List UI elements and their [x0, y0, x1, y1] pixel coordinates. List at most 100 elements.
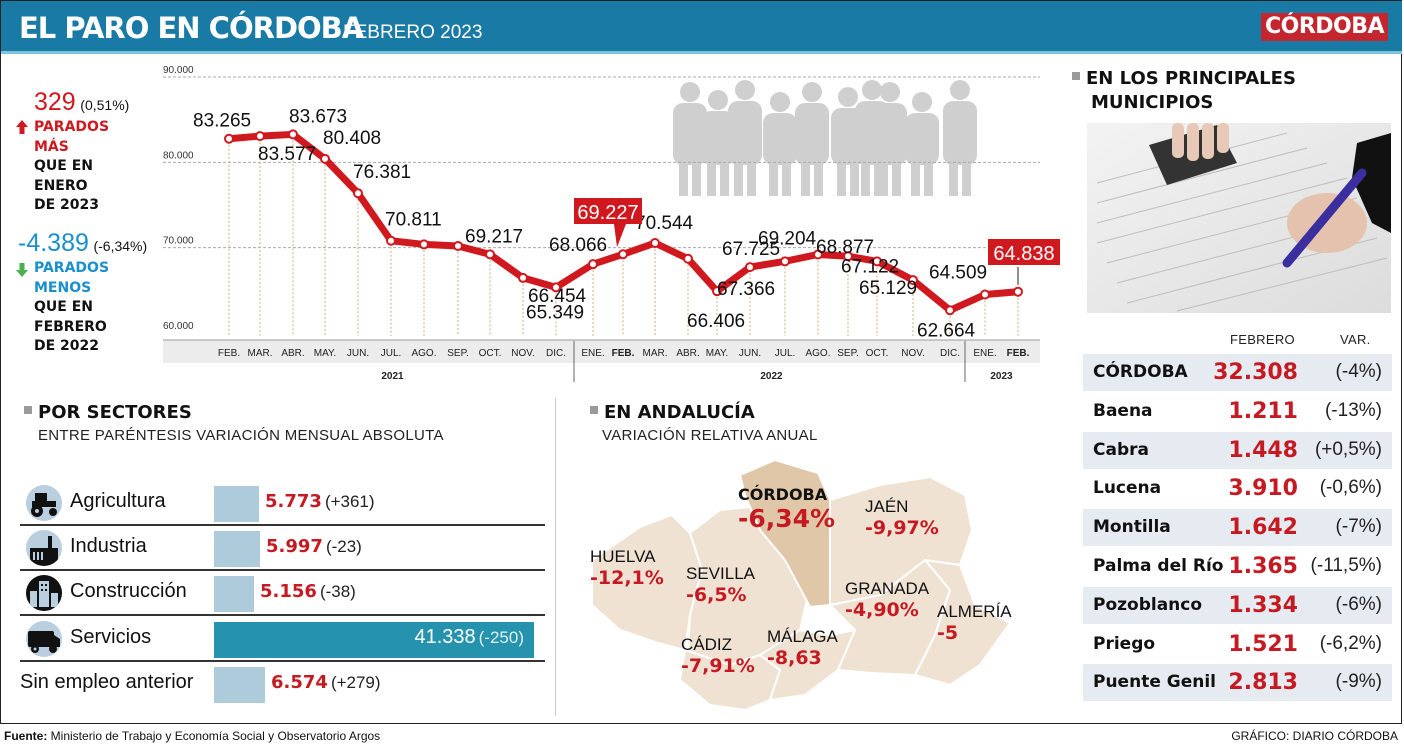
sector-value: 5.773 (+361) — [265, 491, 375, 512]
x-tick-label: FEB. — [612, 348, 635, 359]
municipio-name: Baena — [1093, 400, 1153, 421]
sectores-title-text: POR SECTORES — [38, 402, 192, 423]
province-name: HUELVA — [590, 547, 656, 566]
source-note: Fuente: Ministerio de Trabajo y Economía… — [4, 729, 380, 743]
data-point — [386, 235, 396, 246]
y-tick-label: 60.000 — [163, 321, 194, 332]
x-tick-label: SEP. — [837, 348, 859, 359]
sector-value: 5.997 (-23) — [266, 536, 362, 557]
col-var: VAR. — [1340, 332, 1371, 347]
x-tick-label: SEP. — [447, 348, 469, 359]
kpi-monthly-line2: MÁS — [34, 138, 69, 155]
kpi-annual-text: PARADOS MENOS QUE EN FEBRERO DE 2022 — [34, 259, 109, 357]
highlight-value: 64.838 — [993, 243, 1054, 265]
andalucia-map — [591, 458, 1012, 712]
data-point — [745, 262, 755, 273]
municipio-row: Palma del Río 1.365 (-11,5%) — [1083, 548, 1392, 585]
highlight-label: 64.838 — [988, 239, 1060, 285]
province-cordoba — [738, 458, 831, 609]
data-label: 83.265 — [193, 111, 251, 132]
province-name: SEVILLA — [686, 564, 755, 583]
data-point — [1013, 286, 1023, 297]
kpi-annual-line3: QUE EN — [34, 299, 93, 315]
kpi-annual-line1: PARADOS — [34, 260, 110, 276]
province-value: -8,63 — [767, 647, 822, 669]
data-label: 69.204 — [758, 228, 817, 249]
data-point — [813, 249, 823, 260]
x-tick-label: OCT. — [479, 348, 502, 359]
kpi-annual-pct: (-6,34%) — [93, 238, 148, 254]
province-label: SEVILLA -6,5% — [686, 564, 755, 606]
x-tick-label: MAR. — [248, 348, 273, 359]
province-label: ALMERÍA -5 — [937, 602, 1012, 644]
x-tick-label: NOV. — [511, 348, 535, 359]
kpi-annual-line5: DE 2022 — [34, 338, 100, 354]
province-value: -6,5% — [686, 584, 747, 606]
x-tick-label: JUN. — [347, 348, 369, 359]
municipio-variation: (+0,5%) — [1314, 438, 1382, 460]
province-name: ALMERÍA — [937, 602, 1012, 621]
data-label: 76.381 — [353, 162, 411, 183]
sector-row: Servicios 41.338 (-250) — [20, 616, 545, 662]
data-label: 68.066 — [549, 235, 607, 256]
municipio-variation: (-7%) — [1335, 516, 1382, 538]
sector-value-number: 5.997 — [266, 536, 323, 557]
municipio-row: Puente Genil 2.813 (-9%) — [1083, 664, 1392, 702]
data-point — [320, 153, 330, 164]
data-point — [288, 129, 298, 140]
data-label: 65.349 — [526, 302, 584, 323]
divider — [555, 398, 556, 716]
x-tick-label: NOV. — [901, 348, 925, 359]
sector-value-number: 6.574 — [271, 672, 328, 693]
municipio-value: 1.211 — [1228, 398, 1298, 424]
sector-value: 41.338 (-250) — [214, 626, 524, 649]
buildings-icon — [26, 575, 62, 611]
person-silhouette-icon — [728, 80, 762, 196]
data-label: 70.544 — [635, 213, 694, 234]
sector-row: Industria 5.997 (-23) — [20, 525, 545, 571]
municipios-title-line1: EN LOS PRINCIPALES — [1086, 68, 1296, 89]
sectores-title: POR SECTORES — [24, 402, 192, 423]
kpi-monthly-line3: QUE EN — [34, 158, 93, 174]
sector-bar — [214, 667, 265, 703]
truck-icon — [26, 621, 62, 657]
highlight-labels: 69.227 64.838 — [574, 198, 1060, 285]
x-tick-label: FEB. — [218, 348, 240, 359]
province-almeria — [913, 558, 1012, 687]
x-tick-label: MAR. — [643, 348, 668, 359]
person-silhouette-icon — [701, 90, 735, 196]
municipio-name: Cabra — [1093, 439, 1149, 460]
newspaper-photo — [1087, 123, 1391, 313]
data-point — [683, 253, 693, 264]
municipio-row: Baena 1.211 (-13%) — [1083, 393, 1392, 430]
data-point — [224, 133, 234, 144]
andalucia-title-text: EN ANDALUCÍA — [604, 402, 755, 423]
x-tick-label: DIC. — [940, 348, 960, 359]
people-silhouettes — [673, 80, 977, 196]
data-point — [353, 188, 363, 199]
data-point — [618, 249, 628, 260]
province-label: CÁDIZ -7,91% — [681, 635, 755, 677]
sector-name: Agricultura — [70, 490, 166, 512]
x-tick-label: JUL. — [381, 348, 402, 359]
kpi-annual: -4.389 (-6,34%) — [18, 229, 147, 258]
factory-icon — [26, 530, 62, 566]
x-tick-label: JUN. — [739, 348, 761, 359]
x-tick-label: AGO. — [411, 348, 436, 359]
province-name: CÓRDOBA — [738, 485, 828, 504]
data-label: 64.509 — [929, 263, 987, 284]
kpi-monthly-value: 329 — [34, 88, 76, 116]
person-silhouette-icon — [795, 82, 829, 196]
municipio-variation: (-6%) — [1335, 593, 1382, 615]
municipio-row: Montilla 1.642 (-7%) — [1083, 509, 1392, 547]
data-point — [588, 259, 598, 270]
sector-value-number: 5.156 — [260, 581, 317, 602]
sector-variation: (-250) — [478, 628, 524, 647]
sector-row: Construcción 5.156 (-38) — [20, 570, 545, 616]
municipio-name: Palma del Río — [1093, 556, 1224, 576]
brand-logo: CÓRDOBA — [1261, 13, 1389, 41]
andalucia-subtitle: VARIACIÓN RELATIVA ANUAL — [602, 427, 818, 444]
kpi-annual-value: -4.389 — [18, 229, 89, 257]
data-point — [255, 131, 265, 142]
municipio-value: 1.521 — [1228, 631, 1298, 657]
